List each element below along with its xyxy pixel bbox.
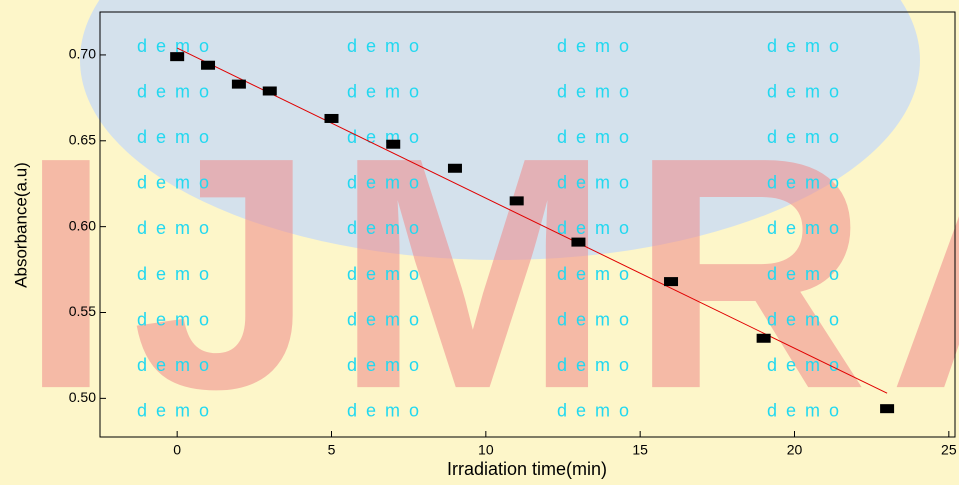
data-point [324, 113, 339, 123]
watermark-text: demo [137, 355, 218, 375]
watermark-text: demo [557, 309, 638, 329]
data-point [201, 60, 216, 70]
watermark-text: demo [347, 81, 428, 101]
data-point [664, 277, 679, 287]
y-tick-label: 0.55 [69, 303, 96, 319]
logo-arch [80, 0, 920, 260]
watermark-text: demo [347, 355, 428, 375]
data-point [880, 404, 895, 414]
watermark-text: demo [347, 36, 428, 56]
y-tick-label: 0.50 [69, 389, 96, 405]
y-axis-label: Absorbance(a.u) [11, 162, 30, 288]
watermark-text: demo [557, 264, 638, 284]
data-point [756, 333, 771, 343]
x-tick-label: 0 [173, 442, 181, 458]
watermark-text: demo [137, 36, 218, 56]
watermark-text: demo [557, 401, 638, 421]
data-point [509, 196, 524, 206]
watermark-text: demo [347, 309, 428, 329]
watermark-text: demo [137, 127, 218, 147]
watermark-text: demo [557, 36, 638, 56]
watermark-text: demo [767, 309, 848, 329]
watermark-text: demo [767, 173, 848, 193]
x-tick-label: 15 [632, 442, 648, 458]
x-tick-label: 20 [787, 442, 803, 458]
data-point [447, 163, 462, 173]
watermark-text: demo [137, 401, 218, 421]
watermark-text: demo [557, 218, 638, 238]
watermark-text: demo [767, 264, 848, 284]
data-point [386, 139, 401, 149]
data-point [571, 237, 586, 247]
watermark-text: demo [137, 264, 218, 284]
watermark-text: demo [767, 355, 848, 375]
data-point [262, 86, 277, 96]
x-tick-label: 10 [478, 442, 494, 458]
watermark-text: demo [557, 81, 638, 101]
watermark-text: demo [767, 81, 848, 101]
watermark-text: demo [137, 173, 218, 193]
watermark-text: demo [557, 173, 638, 193]
watermark-text: demo [347, 127, 428, 147]
watermark-text: demo [767, 36, 848, 56]
watermark-text: demo [137, 309, 218, 329]
x-axis-label: Irradiation time(min) [447, 459, 607, 479]
watermark-text: demo [137, 218, 218, 238]
data-point [231, 79, 246, 89]
y-tick-label: 0.65 [69, 131, 96, 147]
y-tick-label: 0.60 [69, 217, 96, 233]
watermark-text: demo [137, 81, 218, 101]
x-tick-label: 5 [328, 442, 336, 458]
plot-frame [99, 11, 956, 438]
data-point [170, 52, 185, 62]
watermark-text: demo [767, 218, 848, 238]
y-tick-label: 0.70 [69, 46, 96, 62]
x-tick-label: 25 [941, 442, 957, 458]
watermark-text: demo [347, 173, 428, 193]
watermark-text: demo [767, 127, 848, 147]
watermark-text: demo [557, 355, 638, 375]
watermark-text: demo [767, 401, 848, 421]
watermark-layer: demo demo demo demo demo demo demo demo demo demo… [137, 36, 848, 421]
watermark-text: demo [557, 127, 638, 147]
watermark-text: demo [347, 264, 428, 284]
watermark-text: demo [347, 218, 428, 238]
watermark-text: demo [347, 401, 428, 421]
background-logo: IJMRA [20, 88, 959, 457]
